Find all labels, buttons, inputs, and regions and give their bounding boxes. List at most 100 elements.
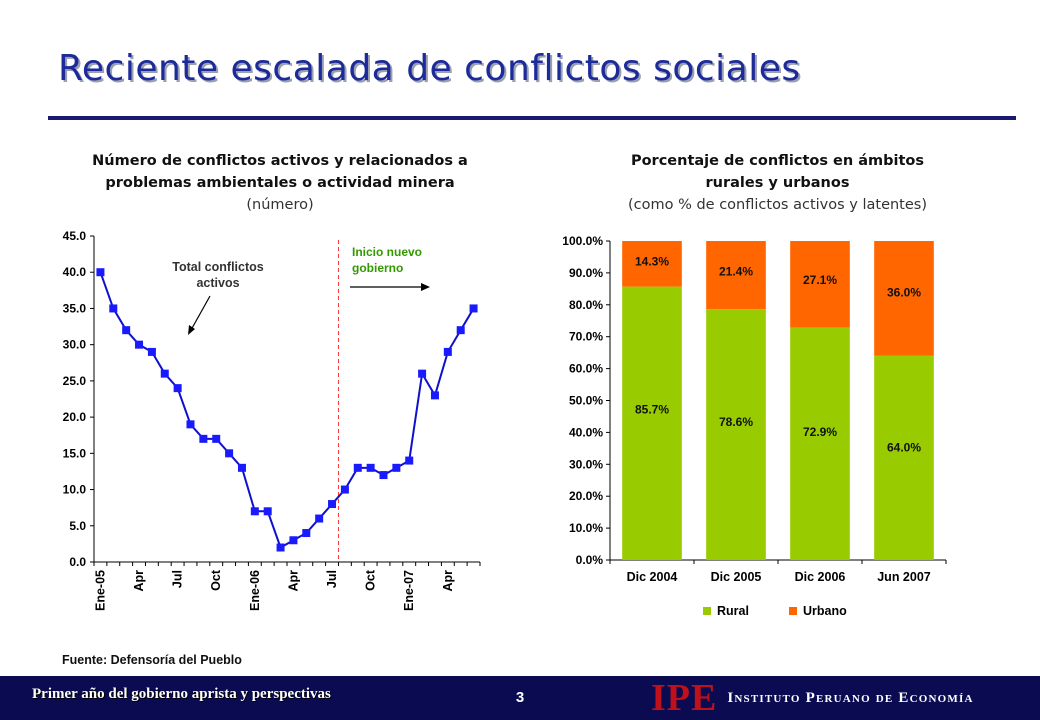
- data-point: [328, 500, 337, 509]
- logo-name: Instituto Peruano de Economía: [727, 689, 974, 706]
- ipe-logo: IPE Instituto Peruano de Economía: [651, 676, 974, 720]
- data-point: [315, 514, 324, 523]
- x-tick-label: Apr: [286, 570, 300, 592]
- data-point: [263, 507, 272, 516]
- x-tick-label: Oct: [364, 569, 378, 591]
- y-tick-label: 30.0: [63, 338, 87, 352]
- y-tick-label: 100.0%: [562, 234, 603, 248]
- x-tick-label: Dic 2005: [711, 570, 762, 584]
- data-label-urbano: 27.1%: [803, 273, 837, 287]
- legend-label-urbano: Urbano: [803, 604, 847, 618]
- line-chart-title: Número de conflictos activos y relaciona…: [70, 150, 490, 216]
- x-tick-label: Jun 2007: [877, 570, 931, 584]
- annotation-arrowhead-new-government: [421, 283, 430, 291]
- y-tick-label: 80.0%: [569, 298, 603, 312]
- y-tick-label: 10.0%: [569, 521, 603, 535]
- y-tick-label: 20.0: [63, 410, 87, 424]
- source-note: Fuente: Defensoría del Pueblo: [62, 653, 242, 667]
- data-point: [199, 434, 208, 443]
- data-point: [186, 420, 195, 429]
- x-tick-label: Jul: [325, 570, 339, 588]
- annotation-new-government-line2: gobierno: [352, 261, 403, 275]
- data-point: [250, 507, 259, 516]
- bar-urbano: [874, 241, 934, 356]
- bar-chart-title-line1: Porcentaje de conflictos en ámbitos: [630, 153, 925, 169]
- y-tick-label: 40.0%: [569, 425, 603, 439]
- y-tick-label: 90.0%: [569, 266, 603, 280]
- legend-label-rural: Rural: [717, 604, 749, 618]
- data-point: [430, 391, 439, 400]
- line-chart-title-line2: problemas ambientales o actividad minera: [105, 175, 455, 191]
- logo-mark: IPE: [651, 677, 718, 719]
- title-rule: [48, 116, 1016, 120]
- y-tick-label: 50.0%: [569, 394, 603, 408]
- data-point: [340, 485, 349, 494]
- annotation-total-conflicts: Total conflictos activos: [172, 260, 263, 290]
- y-tick-label: 60.0%: [569, 362, 603, 376]
- data-label-urbano: 21.4%: [719, 265, 753, 279]
- data-point: [469, 304, 478, 313]
- data-point: [173, 384, 182, 393]
- bar-chart-unit: (como % de conflictos activos y latentes…: [627, 197, 928, 213]
- bar-rural: [706, 309, 766, 560]
- x-tick-label: Oct: [209, 569, 223, 591]
- bar-chart-title-line2: rurales y urbanos: [705, 175, 850, 191]
- line-chart-title-line1: Número de conflictos activos y relaciona…: [92, 153, 468, 169]
- y-tick-label: 5.0: [69, 519, 86, 533]
- y-tick-label: 10.0: [63, 483, 87, 497]
- annotation-new-government-line1: Inicio nuevo: [352, 245, 422, 259]
- bar-urbano: [622, 241, 682, 287]
- data-point: [212, 434, 221, 443]
- x-tick-label: Jul: [171, 570, 185, 588]
- data-point: [135, 340, 144, 349]
- y-tick-label: 0.0: [69, 555, 86, 569]
- data-point: [289, 536, 298, 545]
- y-tick-label: 20.0%: [569, 489, 603, 503]
- data-label-rural: 85.7%: [635, 403, 669, 417]
- data-point: [160, 369, 169, 378]
- legend-swatch-rural: [703, 607, 711, 615]
- y-tick-label: 0.0%: [576, 553, 604, 567]
- data-label-rural: 72.9%: [803, 425, 837, 439]
- data-point: [353, 463, 362, 472]
- data-point: [122, 326, 131, 335]
- data-point: [276, 543, 285, 552]
- footer-bar: [0, 676, 1040, 720]
- data-point: [366, 463, 375, 472]
- data-label-rural: 64.0%: [887, 441, 921, 455]
- y-tick-label: 25.0: [63, 374, 87, 388]
- data-point: [237, 463, 246, 472]
- data-point: [418, 369, 427, 378]
- data-point: [147, 347, 156, 356]
- legend-swatch-urbano: [789, 607, 797, 615]
- data-point: [96, 268, 105, 277]
- slide-title: Reciente escalada de conflictos sociales: [58, 48, 801, 89]
- x-tick-label: Dic 2004: [627, 570, 678, 584]
- data-label-urbano: 36.0%: [887, 286, 921, 300]
- data-label-rural: 78.6%: [719, 415, 753, 429]
- y-tick-label: 40.0: [63, 265, 87, 279]
- footer-caption: Primer año del gobierno aprista y perspe…: [32, 686, 331, 702]
- page-number: 3: [515, 689, 525, 706]
- x-tick-label: Apr: [441, 570, 455, 592]
- y-tick-label: 15.0: [63, 446, 87, 460]
- y-tick-label: 70.0%: [569, 330, 603, 344]
- data-point: [109, 304, 118, 313]
- data-point: [302, 529, 311, 538]
- y-tick-label: 35.0: [63, 301, 87, 315]
- annotation-arrow-total: [190, 295, 211, 331]
- y-tick-label: 45.0: [63, 229, 87, 243]
- bar-urbano: [790, 241, 850, 328]
- bar-chart-title: Porcentaje de conflictos en ámbitos rura…: [600, 150, 955, 216]
- data-point: [379, 471, 388, 480]
- line-chart: 0.0 5.0 10.0 15.0 20.0 25.0 30.0 35.0 40.0 45.0 En…: [63, 229, 481, 611]
- x-tick-label: Ene-05: [93, 570, 107, 611]
- x-tick-label: Ene-07: [402, 570, 416, 611]
- data-label-urbano: 14.3%: [635, 255, 669, 269]
- data-point: [392, 463, 401, 472]
- bar-rural: [622, 286, 682, 560]
- line-chart-unit: (número): [246, 197, 314, 213]
- bar-rural: [874, 355, 934, 560]
- bar-chart: 0.0% 10.0% 20.0% 30.0% 40.0% 50.0% 60.0% 70.0% 8…: [562, 234, 947, 618]
- data-point: [456, 326, 465, 335]
